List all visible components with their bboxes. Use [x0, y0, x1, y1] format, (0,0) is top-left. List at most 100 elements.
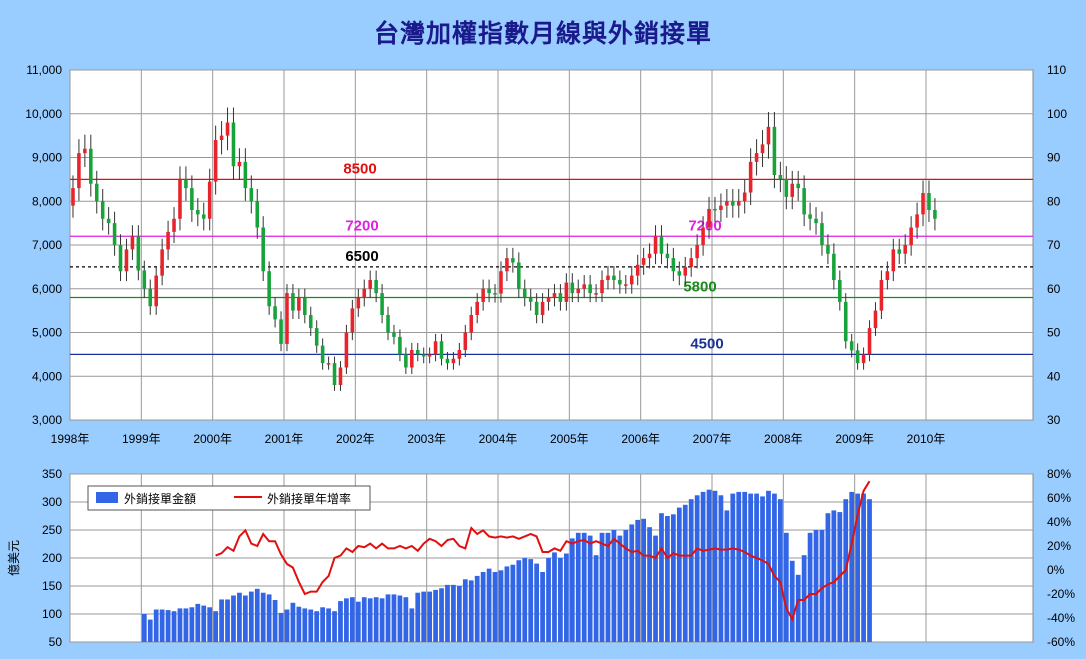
- candle-body: [885, 271, 890, 280]
- y-tick-label: 10,000: [25, 107, 62, 121]
- order-bar: [867, 499, 872, 642]
- order-bar: [653, 535, 658, 642]
- candle-body: [903, 245, 907, 254]
- candle-body: [558, 293, 563, 302]
- order-bar: [141, 614, 147, 642]
- candle-body: [784, 179, 789, 197]
- x-tick-label: 1999年: [122, 432, 161, 446]
- candle-body: [933, 210, 937, 219]
- candle-body: [653, 236, 658, 254]
- reference-label-5800: 5800: [683, 279, 716, 296]
- y2-tick-label: 90: [1047, 151, 1061, 165]
- order-bar: [302, 608, 308, 642]
- y2-tick-label: 60: [1047, 282, 1061, 296]
- candle-body: [439, 341, 444, 359]
- order-bar: [468, 580, 474, 642]
- candle-body: [677, 271, 682, 276]
- order-bar: [736, 491, 742, 642]
- order-bar: [807, 532, 813, 642]
- order-bar: [754, 493, 759, 642]
- order-bar: [831, 510, 837, 642]
- candle-body: [136, 236, 141, 271]
- order-bar: [766, 490, 771, 642]
- candle-body: [790, 183, 795, 197]
- candle-body: [231, 122, 236, 167]
- candle-body: [594, 293, 598, 295]
- candle-body: [707, 208, 711, 228]
- order-bar: [712, 490, 718, 642]
- candle-body: [433, 341, 438, 355]
- order-bar: [367, 598, 373, 642]
- candle-body: [172, 218, 176, 232]
- order-bar: [147, 619, 153, 642]
- order-bar: [349, 597, 355, 642]
- y-tick-label: 7,000: [32, 238, 62, 252]
- x-tick-label: 2001年: [265, 432, 304, 446]
- candle-body: [415, 350, 420, 355]
- order-bar: [225, 599, 230, 642]
- candle-body: [731, 201, 735, 206]
- candle-body: [154, 275, 158, 307]
- candle-body: [683, 266, 688, 276]
- candle-body: [100, 201, 105, 219]
- candle-body: [540, 301, 545, 315]
- y2-tick-label: 70: [1047, 238, 1061, 252]
- order-bar: [825, 513, 831, 642]
- candle-body: [303, 297, 307, 315]
- order-bar: [540, 572, 545, 642]
- order-bar: [332, 611, 337, 642]
- bottom-y-axis-label: 億美元: [7, 540, 21, 576]
- growth-line: [215, 480, 871, 622]
- candle-body: [160, 249, 164, 276]
- order-bar: [266, 594, 272, 642]
- chart-title: 台灣加權指數月線與外銷接單: [373, 19, 712, 48]
- candle-body: [861, 354, 866, 364]
- candle-body: [362, 288, 367, 298]
- bottom-y-tick-label: 100: [42, 607, 62, 621]
- legend-label-orders: 外銷接單金額: [124, 491, 196, 506]
- candle-body: [487, 288, 491, 294]
- candle-body: [725, 201, 729, 206]
- order-bar: [516, 560, 522, 642]
- order-bar: [159, 609, 165, 642]
- candle-body: [314, 328, 319, 346]
- candle-body: [927, 193, 931, 210]
- candle-body: [832, 253, 836, 280]
- candle-body: [517, 262, 521, 289]
- candle-body: [879, 280, 884, 311]
- candle-body: [528, 297, 533, 302]
- order-bar: [528, 559, 534, 642]
- order-bar: [647, 527, 652, 642]
- order-bar: [760, 496, 765, 642]
- order-bar: [344, 598, 349, 642]
- candle-body: [71, 188, 75, 206]
- order-bar: [676, 507, 682, 642]
- candle-body: [130, 236, 135, 250]
- order-bar: [474, 575, 480, 642]
- candle-body: [77, 153, 81, 189]
- candle-body: [374, 280, 378, 294]
- bottom-y-tick-label: 50: [49, 635, 63, 649]
- candle-body: [463, 332, 468, 350]
- candle-body: [796, 183, 800, 189]
- candle-body: [457, 350, 462, 359]
- candle-body: [89, 148, 93, 184]
- order-bar: [575, 532, 581, 642]
- candle-body: [570, 282, 575, 294]
- candle-body: [94, 183, 99, 202]
- order-bar: [391, 594, 397, 642]
- order-bar: [165, 610, 171, 642]
- order-bar: [641, 518, 647, 642]
- order-bar: [855, 493, 861, 642]
- candle-body: [522, 288, 527, 298]
- order-bar: [659, 513, 664, 642]
- candle-body: [326, 363, 331, 365]
- candle-body: [588, 284, 592, 294]
- order-bar: [605, 532, 611, 642]
- candle-body: [249, 188, 254, 202]
- order-bar: [742, 491, 748, 642]
- order-bar: [849, 491, 855, 642]
- candle-body: [475, 301, 479, 315]
- x-tick-label: 2004年: [479, 432, 518, 446]
- order-bar: [326, 608, 331, 642]
